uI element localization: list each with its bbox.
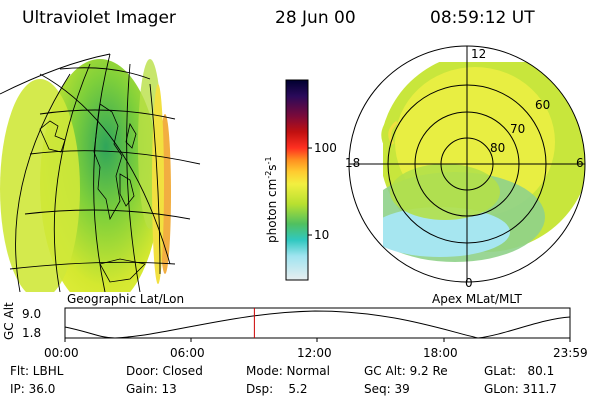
filter-info: Flt: LBHL — [10, 364, 64, 378]
mlt-label-18: 18 — [345, 156, 361, 170]
gain-info: Gain: 13 — [126, 382, 177, 396]
geographic-image — [0, 53, 201, 292]
geographic-caption: Geographic Lat/Lon — [67, 292, 185, 306]
mlat-label-70: 70 — [510, 122, 526, 136]
altitude-ytick-low: 1.8 — [22, 326, 42, 340]
seq-info: Seq: 39 — [364, 382, 410, 396]
glat-info: GLat: 80.1 — [484, 364, 555, 378]
mlat-label-80: 80 — [490, 141, 506, 155]
mlat-label-60: 60 — [535, 98, 551, 112]
gc-alt-info: GC Alt: 9.2 Re — [364, 364, 448, 378]
polar-plot — [348, 45, 586, 283]
polar-grid — [348, 45, 586, 283]
instrument-title: Ultraviolet Imager — [22, 8, 176, 28]
colorbar — [285, 79, 312, 281]
colorbar-unit-label: photon cm-2s-1 — [264, 156, 279, 243]
altitude-ytick-high: 9.0 — [22, 307, 42, 321]
mlt-label-12: 12 — [471, 47, 487, 61]
ip-info: IP: 36.0 — [10, 382, 56, 396]
mode-info: Mode: Normal — [246, 364, 330, 378]
colorbar-tick-10: 10 — [314, 228, 330, 242]
x-tick-0600: 06:00 — [170, 346, 205, 360]
coastlines — [39, 103, 146, 283]
altitude-plot — [64, 307, 571, 342]
x-tick-2359: 23:59 — [553, 346, 588, 360]
altitude-curve — [64, 310, 571, 339]
x-tick-0000: 00:00 — [44, 346, 79, 360]
x-tick-1200: 12:00 — [297, 346, 332, 360]
x-tick-1800: 18:00 — [423, 346, 458, 360]
colorbar-tick-100: 100 — [314, 141, 337, 155]
lat-lon-grid — [0, 53, 201, 292]
time-label: 08:59:12 UT — [430, 8, 535, 28]
glon-info: GLon: 311.7 — [484, 382, 557, 396]
polar-caption: Apex MLat/MLT — [432, 292, 522, 306]
mlt-label-6: 6 — [576, 156, 584, 170]
dsp-info: Dsp: 5.2 — [246, 382, 308, 396]
door-info: Door: Closed — [126, 364, 203, 378]
date-label: 28 Jun 00 — [275, 8, 356, 28]
mlt-label-0: 0 — [465, 276, 473, 290]
altitude-ylabel: GC Alt — [2, 302, 16, 340]
